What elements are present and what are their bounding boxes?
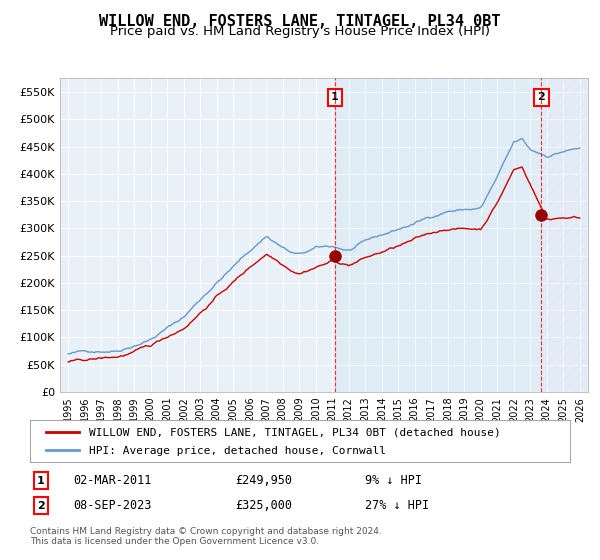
Text: 02-MAR-2011: 02-MAR-2011 bbox=[73, 474, 152, 487]
Text: 2: 2 bbox=[37, 501, 44, 511]
Text: Price paid vs. HM Land Registry's House Price Index (HPI): Price paid vs. HM Land Registry's House … bbox=[110, 25, 490, 38]
Text: 9% ↓ HPI: 9% ↓ HPI bbox=[365, 474, 422, 487]
Text: 08-SEP-2023: 08-SEP-2023 bbox=[73, 500, 152, 512]
Text: 1: 1 bbox=[331, 92, 339, 102]
Bar bbox=[541, 78, 588, 392]
Text: £325,000: £325,000 bbox=[235, 500, 292, 512]
Text: 2: 2 bbox=[538, 92, 545, 102]
Text: 1: 1 bbox=[37, 475, 44, 486]
Text: WILLOW END, FOSTERS LANE, TINTAGEL, PL34 0BT: WILLOW END, FOSTERS LANE, TINTAGEL, PL34… bbox=[99, 14, 501, 29]
Bar bbox=[335, 78, 541, 392]
Text: 27% ↓ HPI: 27% ↓ HPI bbox=[365, 500, 429, 512]
Text: HPI: Average price, detached house, Cornwall: HPI: Average price, detached house, Corn… bbox=[89, 446, 386, 456]
Text: Contains HM Land Registry data © Crown copyright and database right 2024.
This d: Contains HM Land Registry data © Crown c… bbox=[30, 526, 382, 546]
Text: WILLOW END, FOSTERS LANE, TINTAGEL, PL34 0BT (detached house): WILLOW END, FOSTERS LANE, TINTAGEL, PL34… bbox=[89, 428, 501, 437]
Text: £249,950: £249,950 bbox=[235, 474, 292, 487]
